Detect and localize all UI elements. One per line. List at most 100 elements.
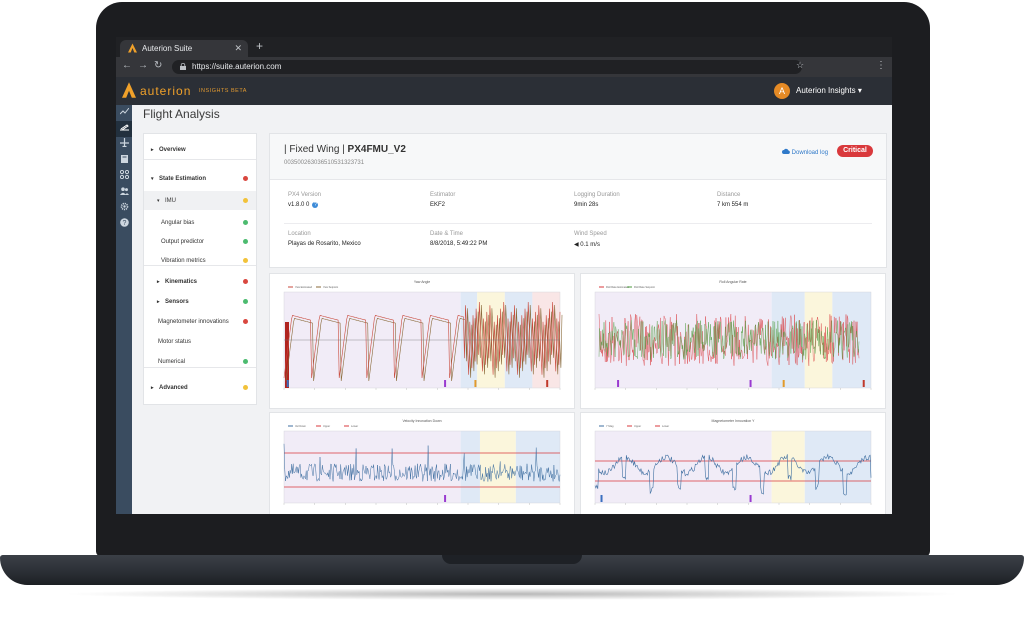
auterion-logo-icon: [128, 43, 137, 53]
sidebar-item-label: State Estimation: [159, 176, 207, 182]
status-dot-yellow: [243, 198, 248, 203]
sidebar-item-label: Vibration metrics: [161, 258, 206, 264]
browser-tab-bar: Auterion Suite ✕ +: [116, 37, 892, 57]
chart-title: Velocity Innovation Down: [402, 419, 441, 423]
back-icon[interactable]: ←: [122, 60, 132, 71]
velocity-innovation-chart[interactable]: Velocity Innovation Down Vel Down Upper Low…: [270, 413, 574, 514]
sidebar-item-kinematics[interactable]: ▸ Kinematics: [144, 272, 256, 291]
field-value: ◀ 0.1 m/s: [574, 242, 600, 248]
gear-icon[interactable]: [116, 201, 132, 217]
sidebar-item-label: Overview: [159, 147, 186, 153]
brand-subtitle: INSIGHTS BETA: [199, 88, 247, 94]
tab-close-icon[interactable]: ✕: [234, 43, 242, 53]
left-icon-bar: ?: [116, 105, 132, 514]
new-tab-button[interactable]: +: [256, 39, 264, 53]
chart-title: Roll Angular Rate: [719, 280, 746, 284]
sidebar-item-output-predictor[interactable]: Output predictor: [144, 232, 256, 251]
legend-label: Lower: [662, 424, 669, 428]
forward-icon[interactable]: →: [138, 60, 148, 71]
help-icon[interactable]: ?: [312, 202, 319, 208]
sidebar-item-motor-status[interactable]: Motor status: [144, 332, 256, 351]
sidebar-item-numerical[interactable]: Numerical: [144, 352, 256, 371]
laptop-notch: [442, 555, 582, 564]
event-marker: [474, 380, 477, 387]
sidebar-item-label: Advanced: [159, 385, 188, 391]
status-dot-yellow: [243, 385, 248, 390]
field-label: Logging Duration: [574, 192, 620, 198]
svg-text:?: ?: [122, 220, 126, 227]
roll-setpoint-line: [598, 319, 860, 360]
field-px4-version: PX4 Version v1.8.0 0?: [288, 192, 321, 208]
laptop-screen: Auterion Suite ✕ + ← → ↻ https://suite.a…: [116, 37, 892, 514]
caret-icon: ▸: [157, 279, 160, 285]
field-label: Location: [288, 231, 311, 237]
velocity-innovation-chart-card: Velocity Innovation Down Vel Down Upper Low…: [269, 412, 575, 514]
sidebar-item-imu[interactable]: ▾ IMU: [144, 191, 256, 210]
event-marker: [444, 380, 447, 387]
flight-info-header: | Fixed Wing | PX4FMU_V2 003500263036510…: [270, 134, 886, 180]
phase-band: [595, 292, 772, 388]
yaw-estimated-line: [283, 301, 561, 379]
event-marker: [617, 380, 620, 387]
url-field[interactable]: https://suite.auterion.com: [172, 60, 802, 74]
flight-icon[interactable]: [116, 121, 132, 137]
browser-menu-icon[interactable]: ⋮: [876, 60, 886, 71]
caret-icon: ▸: [151, 385, 154, 391]
help-icon[interactable]: ?: [116, 217, 132, 233]
field-wind-speed: Wind Speed ◀ 0.1 m/s: [574, 231, 607, 248]
event-marker: [749, 495, 752, 502]
legend-label: Upper: [634, 424, 641, 428]
bookmark-star-icon[interactable]: ☆: [796, 60, 805, 70]
flight-type: | Fixed Wing |: [284, 144, 348, 155]
auterion-logo-icon: [122, 82, 136, 98]
user-avatar[interactable]: A: [774, 83, 790, 99]
chart-title: Magnetometer Innovation Y: [712, 419, 756, 423]
book-icon[interactable]: [116, 153, 132, 169]
browser-address-bar: ← → ↻ https://suite.auterion.com ☆ ⋮: [116, 57, 892, 77]
reload-icon[interactable]: ↻: [154, 60, 163, 71]
event-marker: [749, 380, 752, 387]
sidebar-item-label: Kinematics: [165, 279, 198, 285]
legend-label: Y Mag: [606, 424, 614, 428]
chart-icon[interactable]: [116, 105, 132, 121]
phase-band: [771, 431, 805, 503]
browser-tab[interactable]: Auterion Suite ✕: [120, 40, 248, 57]
roll-rate-chart[interactable]: Roll Angular Rate Roll Rate Estimated Roll…: [581, 274, 885, 408]
yaw-angle-chart[interactable]: Yaw Angle Yaw Estimated Yaw Setpoint: [270, 274, 574, 408]
sidebar-item-label: Magnetometer innovations: [158, 319, 229, 325]
field-distance: Distance 7 km 554 m: [717, 192, 748, 208]
analysis-sidebar: ▸ Overview ▾ State Estimation ▾ IMU Angular…: [143, 133, 257, 405]
sidebar-item-advanced[interactable]: ▸ Advanced: [144, 378, 256, 397]
sidebar-item-label: IMU: [165, 198, 176, 204]
users-icon[interactable]: [116, 185, 132, 201]
event-marker: [546, 380, 549, 387]
sidebar-item-state-estimation[interactable]: ▾ State Estimation: [144, 169, 256, 188]
legend-label: Lower: [351, 424, 358, 428]
mag-innovation-chart[interactable]: Magnetometer Innovation Y Y Mag Upper Lower: [581, 413, 885, 514]
plane-icon[interactable]: [116, 137, 132, 153]
event-marker: [782, 380, 785, 387]
legend-label: Upper: [323, 424, 330, 428]
field-logging-duration: Logging Duration 9min 28s: [574, 192, 620, 208]
sidebar-item-magnetometer-innovations[interactable]: Magnetometer innovations: [144, 312, 256, 331]
sidebar-item-label: Output predictor: [161, 239, 205, 245]
critical-badge: Critical: [837, 145, 873, 157]
sidebar-item-overview[interactable]: ▸ Overview: [144, 140, 256, 159]
y-mag-line: [594, 453, 872, 496]
sidebar-item-vibration-metrics[interactable]: Vibration metrics: [144, 251, 256, 270]
drone-icon[interactable]: [116, 169, 132, 185]
yaw-angle-chart-card: Yaw Angle Yaw Estimated Yaw Setpoint: [269, 273, 575, 409]
sidebar-item-sensors[interactable]: ▸ Sensors: [144, 292, 256, 311]
chart-title: Yaw Angle: [414, 280, 430, 284]
status-dot-green: [243, 299, 248, 304]
download-log-link[interactable]: Download log: [782, 148, 828, 156]
tab-title: Auterion Suite: [142, 44, 193, 53]
phase-band: [804, 431, 871, 503]
flight-serial: 00350026303651053132373​1: [284, 160, 365, 166]
field-date-time: Date & Time 8/8/2018, 5:49:22 PM: [430, 231, 487, 247]
sidebar-item-angular-bias[interactable]: Angular bias: [144, 213, 256, 232]
event-marker: [600, 495, 603, 502]
status-dot-red: [243, 319, 248, 324]
user-menu[interactable]: Auterion Insights ▾: [796, 86, 862, 95]
vel-down-line: [283, 443, 561, 483]
